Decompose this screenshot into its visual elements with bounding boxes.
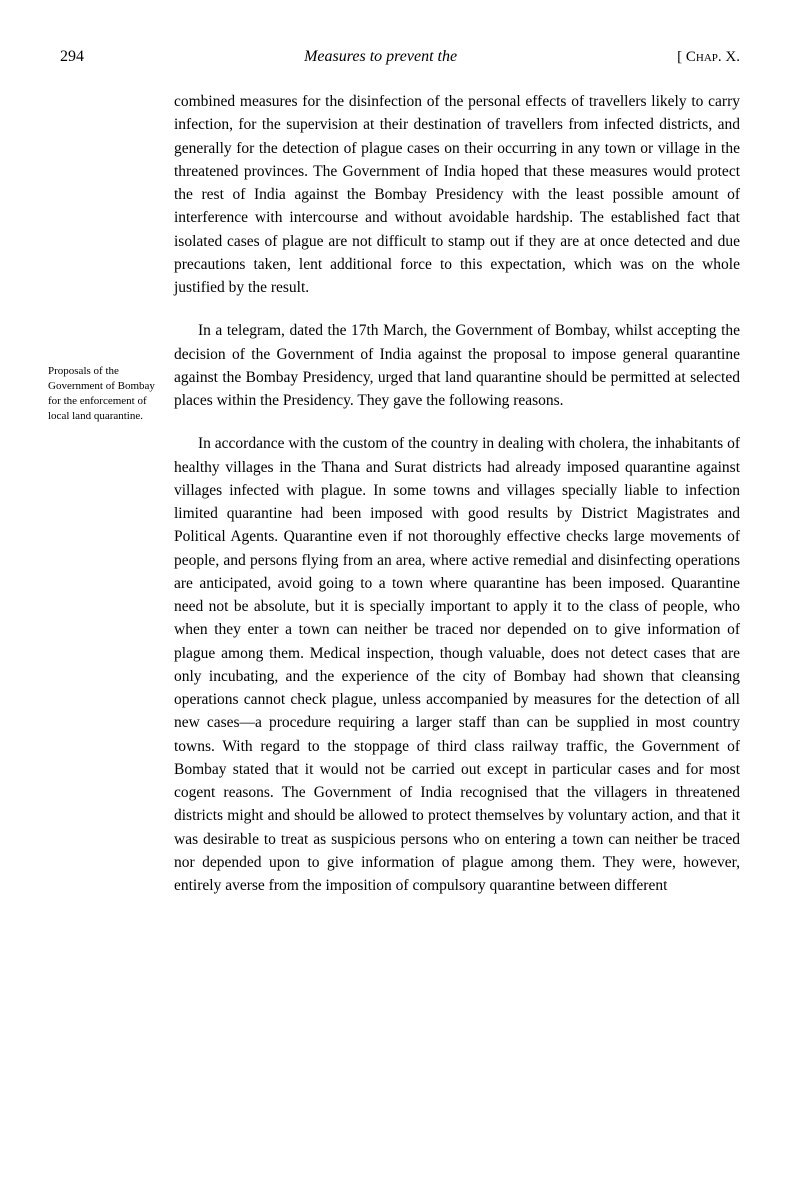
paragraph-1: combined measures for the disinfection o…	[174, 90, 740, 299]
chapter-reference: [ Chap. X.	[677, 49, 740, 66]
paragraph-2: In a telegram, dated the 17th March, the…	[174, 319, 740, 412]
page-header: 294 Measures to prevent the [ Chap. X.	[60, 48, 740, 66]
margin-note: Proposals of the Government of Bombay fo…	[48, 364, 158, 423]
paragraph-3: In accordance with the custom of the cou…	[174, 432, 740, 897]
margin-column: Proposals of the Government of Bombay fo…	[60, 90, 158, 917]
running-title: Measures to prevent the	[304, 48, 457, 66]
body-column: combined measures for the disinfection o…	[174, 90, 740, 917]
page-content: Proposals of the Government of Bombay fo…	[60, 90, 740, 917]
page-number: 294	[60, 48, 84, 66]
